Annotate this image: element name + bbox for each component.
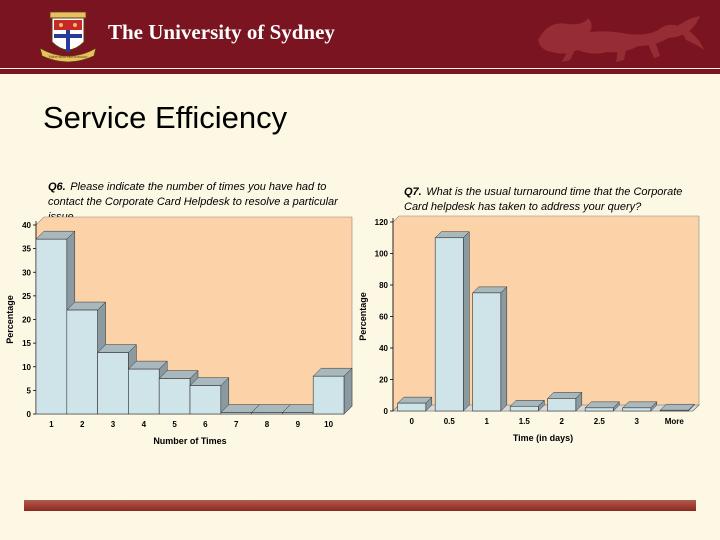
chart-1-xtick-label: 0.5 bbox=[444, 417, 456, 426]
chart-0-ytick-label: 20 bbox=[22, 316, 31, 325]
chart-0-ytick-label: 25 bbox=[22, 292, 31, 301]
chart-0-ylabel: Percentage bbox=[5, 295, 15, 344]
chart-1-bar-top bbox=[434, 231, 470, 238]
university-crest-icon: Sidere mens eadem mutato bbox=[39, 11, 97, 63]
chart-0-bar bbox=[189, 385, 222, 415]
chart-1-ytick-label: 20 bbox=[379, 376, 388, 385]
chart-1-bar bbox=[509, 405, 539, 412]
chart-1-ytick-label: 60 bbox=[379, 313, 388, 322]
q6-chart: 0 5 10 15 20 25 30 35 40 1 2 3 4 5 6 7 8 9 10 Number of Tim… bbox=[5, 216, 353, 446]
crest-motto: Sidere mens eadem mutato bbox=[49, 55, 88, 59]
chart-0-xtick-label: 2 bbox=[80, 420, 85, 429]
university-name: The University of Sydney bbox=[108, 20, 335, 44]
chart-0-ytick-label: 35 bbox=[22, 245, 31, 254]
chart-1-bar-top bbox=[509, 400, 545, 407]
q7-number: Q7. bbox=[404, 186, 422, 198]
q6-number: Q6. bbox=[48, 181, 66, 193]
q7-title: What is the usual turnaround time that t… bbox=[404, 186, 683, 213]
chart-0-bar bbox=[66, 309, 98, 415]
chart-0-xtick-label: 7 bbox=[234, 420, 239, 429]
chart-1-xlabel: Time (in days) bbox=[513, 433, 573, 443]
chart-0-ytick-label: 10 bbox=[22, 363, 31, 372]
chart-1-bar-side bbox=[500, 286, 508, 412]
q7-heading: Q7. What is the usual turnaround time th… bbox=[404, 184, 700, 214]
footer-bar bbox=[24, 500, 696, 511]
chart-1-bar bbox=[659, 409, 689, 412]
chart-1-bar bbox=[472, 292, 502, 412]
chart-1-bar-top bbox=[622, 401, 658, 409]
chart-0-xlabel: Number of Times bbox=[153, 436, 226, 446]
chart-0-xtick-label: 9 bbox=[296, 420, 301, 429]
header-rule bbox=[0, 69, 720, 74]
q6-title: Please indicate the number of times you … bbox=[48, 181, 338, 223]
chart-0-bar bbox=[312, 375, 345, 415]
chart-0-ytick-label: 40 bbox=[22, 221, 31, 230]
chart-0-xtick-label: 3 bbox=[111, 420, 116, 429]
chart-0-xtick-label: 8 bbox=[265, 420, 270, 429]
chart-0-bar bbox=[128, 368, 160, 415]
chart-0-ytick-label: 30 bbox=[22, 268, 31, 277]
chart-0-xtick-label: 6 bbox=[203, 420, 208, 429]
chart-1-xtick-label: 0 bbox=[410, 417, 415, 426]
chart-0-bar bbox=[35, 238, 68, 415]
q6-heading: Q6. Please indicate the number of times … bbox=[48, 179, 348, 224]
chart-1-xtick-label: 2 bbox=[560, 417, 565, 426]
chart-1-bar-top bbox=[659, 403, 695, 411]
chart-1-ylabel: Percentage bbox=[358, 292, 368, 341]
chart-1-bar-top bbox=[584, 401, 620, 409]
chart-1-ytick-label: 40 bbox=[379, 344, 388, 353]
chart-1-bar bbox=[397, 402, 427, 412]
chart-1-ytick-label: 0 bbox=[384, 407, 389, 416]
chart-1-bar-top bbox=[472, 286, 508, 294]
slide-title: Service Efficiency bbox=[43, 100, 288, 135]
chart-0-ytick-label: 15 bbox=[22, 339, 31, 348]
chart-0-xtick-label: 1 bbox=[49, 420, 54, 429]
heraldic-lion-icon bbox=[538, 16, 704, 62]
chart-0-xtick-label: 5 bbox=[172, 420, 177, 429]
chart-1-bar bbox=[547, 398, 577, 412]
chart-1-xtick-label: 1 bbox=[485, 417, 490, 426]
chart-0-ytick-label: 0 bbox=[27, 410, 32, 419]
chart-1-bar-top bbox=[397, 396, 433, 404]
chart-0-bar bbox=[97, 352, 129, 415]
chart-0-xtick-label: 10 bbox=[324, 420, 333, 429]
chart-1-xtick-label: 2.5 bbox=[594, 417, 606, 426]
chart-1-bar bbox=[622, 407, 652, 412]
header-banner: Sidere mens eadem mutato The University … bbox=[0, 0, 720, 68]
chart-1-ytick-label: 120 bbox=[375, 218, 389, 227]
chart-1-bar-top bbox=[547, 392, 583, 399]
chart-1-ytick-label: 100 bbox=[375, 250, 389, 259]
chart-0-xtick-label: 4 bbox=[142, 420, 147, 429]
chart-1-bar bbox=[434, 237, 464, 412]
q7-chart: 0 20 40 60 80 100 120 0 0.5 1 1.5 2 2.5 3 More Time (in… bbox=[358, 215, 700, 443]
chart-1-bar bbox=[584, 407, 614, 412]
chart-1-ytick-label: 80 bbox=[379, 281, 388, 290]
chart-1-xtick-label: 1.5 bbox=[519, 417, 531, 426]
chart-1-xtick-label: 3 bbox=[635, 417, 640, 426]
chart-1-bar-side bbox=[463, 231, 470, 412]
chart-1-xtick-label: More bbox=[665, 417, 685, 426]
chart-0-ytick-label: 5 bbox=[27, 386, 32, 395]
